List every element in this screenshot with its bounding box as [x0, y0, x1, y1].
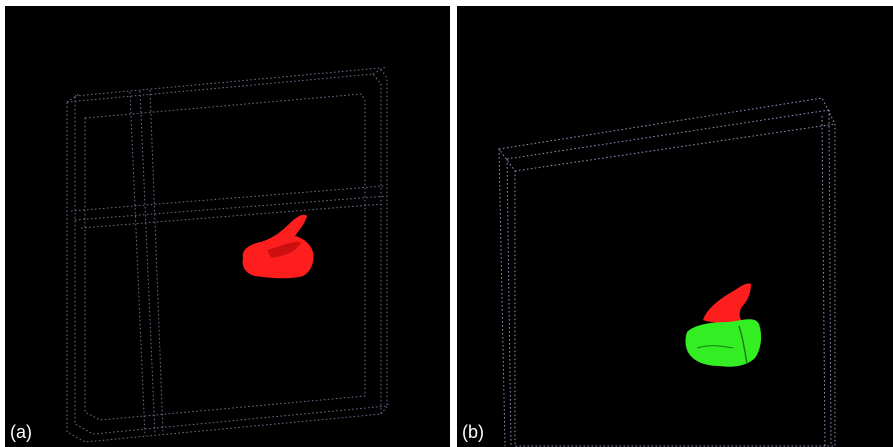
panel-label-a: (a): [10, 422, 32, 442]
slab-edge-6: [828, 109, 832, 447]
vslab-1: [129, 91, 146, 437]
wireframe-a: [66, 65, 390, 443]
vslab-3: [149, 89, 164, 434]
red-blob-main: [242, 214, 314, 279]
green-region-b: [685, 319, 762, 367]
green-blob-ridge-2: [696, 345, 734, 349]
slab-edge-5: [821, 115, 826, 447]
depth-3: [380, 403, 390, 415]
depth-1: [372, 65, 388, 75]
panel-label-b: (b): [462, 422, 484, 442]
green-blob-main: [685, 319, 762, 367]
frame-inner-a: [84, 93, 366, 421]
slab-edge-4: [506, 158, 512, 447]
red-region-a: [242, 214, 314, 279]
red-blob-fold: [267, 241, 301, 258]
render-b-svg: [498, 97, 836, 447]
hslab-1: [70, 185, 384, 212]
panel-a: (a): [5, 6, 450, 447]
render-a-svg: [66, 65, 390, 443]
hslab-2: [74, 195, 388, 221]
red-region-b: [703, 283, 751, 324]
wireframe-b: [498, 97, 836, 447]
frame-front-a: [66, 73, 382, 443]
vslab-2: [139, 90, 156, 435]
green-blob-ridge: [738, 325, 748, 365]
depth-2: [66, 93, 80, 103]
slab-edge-2: [506, 109, 830, 160]
slab-front-b: [498, 97, 836, 447]
slab-edge-1: [514, 123, 836, 172]
frame-back-a: [74, 67, 388, 435]
hslab-3: [80, 203, 384, 229]
slab-edge-3: [498, 148, 506, 447]
panel-b: (b): [457, 6, 893, 447]
